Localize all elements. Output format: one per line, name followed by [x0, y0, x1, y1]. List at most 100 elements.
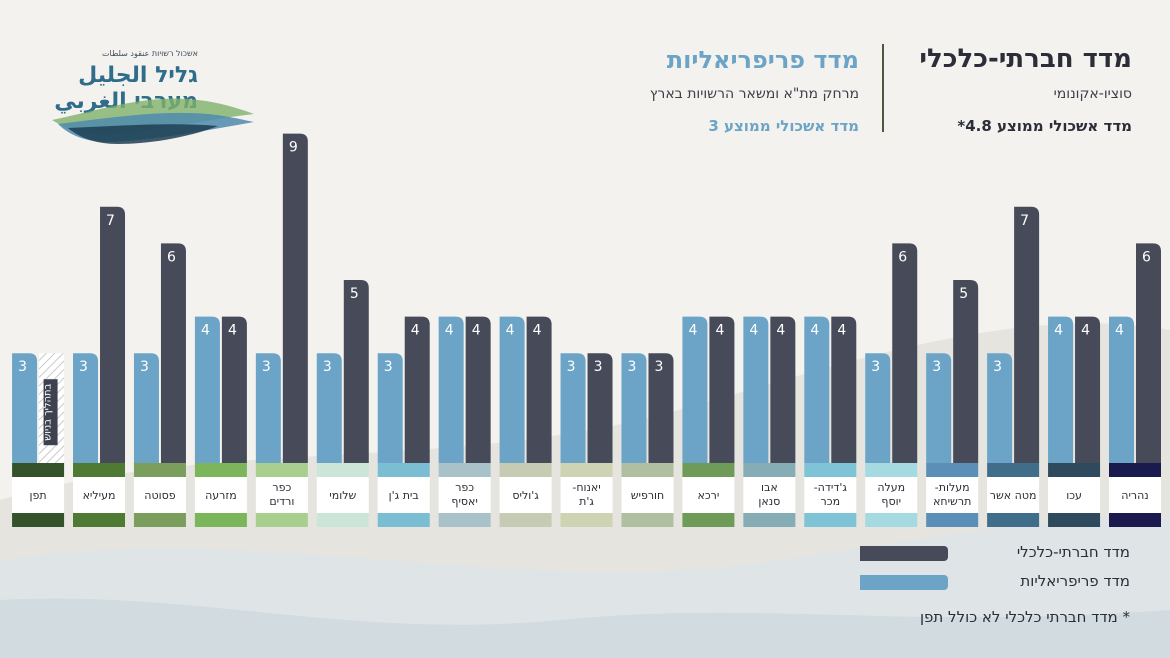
bar-peri	[377, 353, 403, 463]
category-label: מעיליא	[83, 489, 116, 502]
category-strip-bottom	[865, 513, 918, 527]
bar-socio	[648, 353, 674, 463]
bar-peri	[743, 316, 769, 463]
peri-title: מדד פריפריאליות	[666, 46, 859, 74]
category-label: ורדים	[269, 495, 294, 508]
category-box	[743, 477, 796, 513]
bar-socio	[526, 316, 552, 463]
bar-label-peri: 4	[810, 323, 819, 339]
socio-average: מדד אשכולי ממוצע 4.8*	[957, 117, 1132, 135]
bar-peri	[316, 353, 342, 463]
bar-label-socio: 6	[898, 249, 907, 265]
bar-peri	[438, 316, 464, 463]
category-strip-bottom	[194, 513, 247, 527]
category-label: אבו	[761, 481, 778, 494]
category-box	[499, 477, 552, 513]
category-box	[316, 477, 369, 513]
bar-peri	[865, 353, 891, 463]
category-box	[804, 477, 857, 513]
bar-label-peri: 4	[749, 323, 758, 339]
bar-label-socio: 4	[715, 323, 724, 339]
bar-peri	[682, 316, 708, 463]
category-strip	[1109, 463, 1161, 477]
bar-peri	[1048, 316, 1074, 463]
category-label: ג'וליס	[512, 489, 539, 502]
category-label: יאסיף	[451, 495, 477, 508]
bar-socio	[100, 206, 126, 464]
category-label: מטה אשר	[990, 489, 1037, 502]
category-strip	[621, 463, 674, 477]
category-label: תפן	[30, 489, 47, 502]
category-strip	[194, 463, 247, 477]
bar-label-peri: 3	[384, 359, 393, 375]
category-strip	[743, 463, 796, 477]
logo-line1: גליל الجليل	[78, 63, 198, 88]
category-label: בית ג'ן	[389, 489, 419, 502]
bar-socio	[1075, 316, 1101, 463]
category-strip	[438, 463, 491, 477]
category-strip	[987, 463, 1040, 477]
bar-label-peri: 3	[567, 359, 576, 375]
category-label: ג'ת	[579, 495, 594, 508]
bar-label-socio: 9	[289, 140, 298, 156]
bar-label-peri: 3	[140, 359, 149, 375]
bar-peri	[255, 353, 281, 463]
category-label: נהריה	[1121, 489, 1148, 502]
category-box	[133, 477, 186, 513]
bar-peri	[804, 316, 830, 463]
category-box	[926, 477, 979, 513]
category-box	[377, 477, 430, 513]
category-strip-bottom	[1048, 513, 1101, 527]
category-strip	[499, 463, 552, 477]
category-strip	[73, 463, 126, 477]
category-strip-bottom	[1109, 513, 1161, 527]
legend-label-peri: מדד פריפריאליות	[1020, 572, 1130, 590]
bar-socio	[160, 243, 186, 463]
category-label: שלומי	[329, 489, 356, 502]
bar-peri	[560, 353, 586, 463]
category-label: סנאן	[758, 495, 780, 508]
bar-socio	[770, 316, 796, 463]
bar-label-peri: 3	[323, 359, 332, 375]
bar-socio	[465, 316, 491, 463]
category-label: מזרעה	[205, 489, 237, 502]
category-box	[1048, 477, 1101, 513]
bar-socio	[221, 316, 247, 463]
category-box	[255, 477, 308, 513]
bar-label-socio: 4	[1081, 323, 1090, 339]
category-strip	[377, 463, 430, 477]
bar-label-peri: 4	[1115, 323, 1124, 339]
bar-peri	[621, 353, 647, 463]
category-box	[12, 477, 65, 513]
bar-label-socio: 7	[106, 213, 115, 229]
bar-peri	[73, 353, 99, 463]
category-strip	[316, 463, 369, 477]
category-box	[438, 477, 491, 513]
bar-socio	[343, 280, 369, 463]
category-box	[194, 477, 247, 513]
bar-peri	[926, 353, 952, 463]
bar-label-peri: 3	[993, 359, 1002, 375]
category-strip	[560, 463, 613, 477]
bar-label-peri: 3	[79, 359, 88, 375]
category-strip-bottom	[499, 513, 552, 527]
bar-label-peri: 3	[262, 359, 271, 375]
bar-label-socio: 5	[959, 286, 968, 302]
category-box	[1109, 477, 1161, 513]
bar-label-socio: 4	[533, 323, 542, 339]
bar-label-socio: 4	[776, 323, 785, 339]
category-strip-bottom	[377, 513, 430, 527]
category-label: כפר	[455, 481, 474, 494]
bar-label-socio: 4	[837, 323, 846, 339]
category-label: פסוטה	[144, 489, 175, 502]
category-label: עכו	[1066, 489, 1082, 502]
category-strip	[133, 463, 186, 477]
bar-socio	[1136, 243, 1161, 463]
bar-label-socio: 6	[167, 249, 176, 265]
footnote: * מדד חברתי כלכלי לא כולל תפן	[919, 608, 1130, 626]
legend-swatch-socio	[860, 546, 948, 561]
bar-socio	[953, 280, 979, 463]
bar-socio	[709, 316, 735, 463]
category-strip-bottom	[560, 513, 613, 527]
